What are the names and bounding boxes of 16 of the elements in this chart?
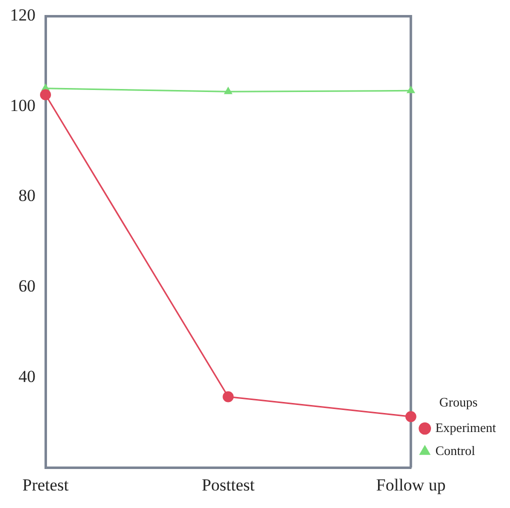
point	[40, 89, 51, 100]
legend-title: Groups	[439, 394, 478, 410]
y-tick-label: 40	[18, 366, 36, 386]
point	[224, 87, 232, 94]
x-tick-label: Follow up	[376, 475, 446, 494]
y-tick-label: 60	[18, 276, 36, 296]
x-tick-label: Posttest	[202, 475, 255, 494]
point	[405, 411, 416, 422]
point	[406, 86, 415, 94]
legend-label: Experiment	[435, 420, 496, 435]
legend-label: Control	[435, 442, 476, 458]
x-tick-label: Pretest	[22, 475, 69, 494]
point	[222, 391, 234, 402]
y-tick-label: 100	[10, 96, 36, 115]
y-tick-label: 120	[10, 6, 36, 25]
y-tick-label: 80	[18, 186, 36, 206]
